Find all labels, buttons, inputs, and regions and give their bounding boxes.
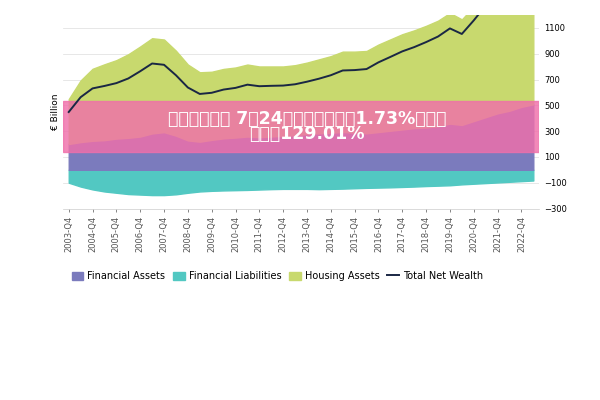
Total Net Wealth — [458, 32, 466, 36]
Total Net Wealth — [470, 18, 478, 23]
Total Net Wealth — [434, 34, 442, 39]
Y-axis label: € Billion: € Billion — [51, 94, 60, 130]
Total Net Wealth — [387, 54, 394, 59]
Total Net Wealth — [160, 62, 167, 67]
Total Net Wealth — [327, 73, 334, 78]
Total Net Wealth — [65, 110, 73, 114]
Total Net Wealth — [113, 81, 120, 86]
Total Net Wealth — [351, 68, 358, 72]
Total Net Wealth — [149, 61, 156, 66]
Total Net Wealth — [232, 86, 239, 90]
Total Net Wealth — [172, 73, 179, 78]
Total Net Wealth — [304, 79, 311, 84]
Total Net Wealth — [101, 84, 108, 88]
Bar — [63, 102, 539, 152]
Total Net Wealth — [125, 76, 132, 81]
Total Net Wealth — [220, 87, 227, 92]
Total Net Wealth — [398, 49, 406, 54]
Total Net Wealth — [208, 90, 215, 95]
Total Net Wealth — [184, 85, 191, 90]
Total Net Wealth — [375, 60, 382, 65]
Total Net Wealth — [339, 68, 346, 73]
Total Net Wealth — [363, 67, 370, 72]
Total Net Wealth — [244, 82, 251, 87]
Total Net Wealth — [446, 26, 454, 31]
Total Net Wealth — [256, 84, 263, 89]
Total Net Wealth — [137, 69, 144, 74]
Total Net Wealth — [89, 86, 96, 91]
Total Net Wealth — [410, 45, 418, 50]
Legend: Financial Assets, Financial Liabilities, Housing Assets, Total Net Wealth: Financial Assets, Financial Liabilities,… — [68, 267, 487, 285]
Total Net Wealth — [280, 83, 287, 88]
Total Net Wealth — [77, 95, 84, 100]
Total Net Wealth — [196, 92, 203, 96]
Text: 股票垫资流程 7月24日阿拉转偓下跌1.73%，转股: 股票垫资流程 7月24日阿拉转偓下跌1.73%，转股 — [168, 110, 446, 128]
Total Net Wealth — [292, 82, 299, 87]
Total Net Wealth — [422, 40, 430, 44]
Line: Total Net Wealth: Total Net Wealth — [69, 0, 533, 112]
Total Net Wealth — [315, 76, 322, 81]
Total Net Wealth — [482, 3, 489, 8]
Text: 溢价率129.01%: 溢价率129.01% — [249, 125, 365, 143]
Total Net Wealth — [268, 84, 275, 88]
